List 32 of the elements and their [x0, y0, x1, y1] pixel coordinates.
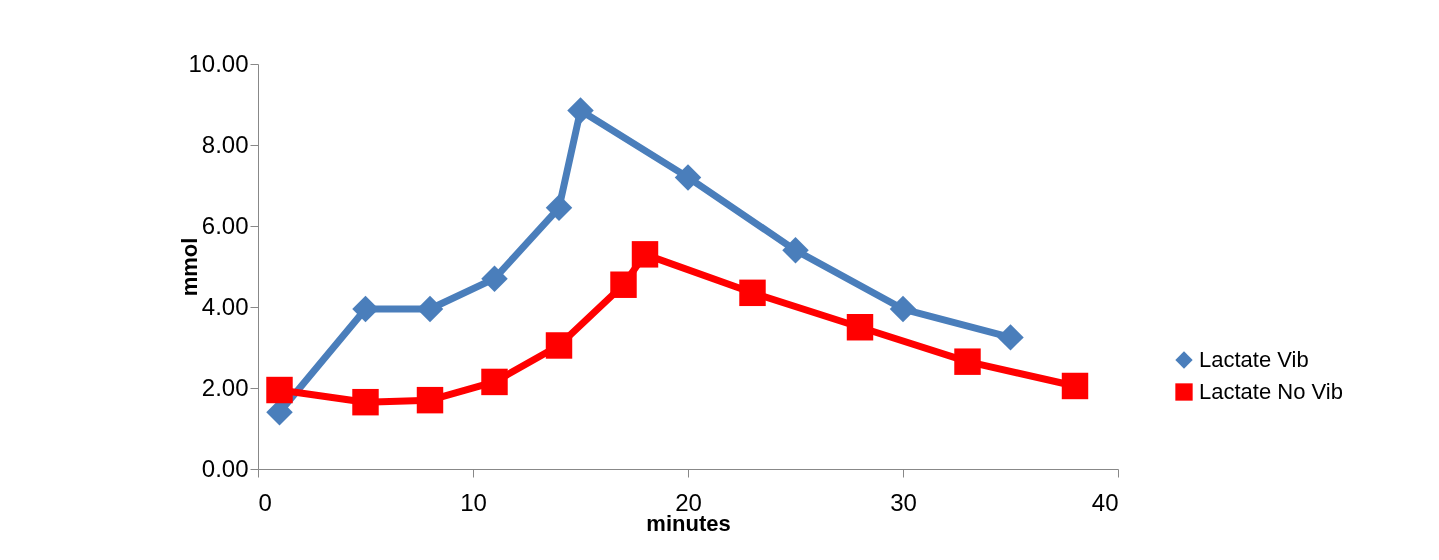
y-tick-label: 2.00 — [201, 373, 249, 401]
point — [416, 386, 444, 414]
point — [739, 279, 766, 307]
point — [954, 348, 981, 375]
point — [610, 271, 637, 298]
y-tick-label: 10.00 — [188, 49, 249, 77]
point — [481, 368, 508, 396]
point — [631, 241, 659, 268]
x-tick-label: 0 — [258, 488, 272, 516]
y-tick-label: 6.00 — [201, 211, 249, 239]
point — [1061, 372, 1089, 400]
point — [997, 324, 1024, 351]
point — [266, 376, 293, 404]
point — [352, 295, 379, 323]
point — [545, 194, 573, 221]
y-tick-label: 4.00 — [201, 292, 249, 320]
point — [352, 388, 379, 416]
point — [481, 265, 508, 292]
x-tick-label: 40 — [1091, 488, 1119, 516]
point — [782, 237, 809, 264]
x-tick-label: 30 — [890, 488, 917, 516]
point — [889, 295, 917, 323]
point — [567, 97, 594, 124]
y-tick-label: 8.00 — [201, 130, 249, 158]
y-tick-label: 0.00 — [201, 454, 249, 482]
y-axis-title: mmol — [177, 237, 203, 297]
point — [545, 332, 573, 359]
legend-label: Lactate No Vib — [1199, 379, 1343, 404]
legend-label: Lactate Vib — [1199, 347, 1309, 372]
point — [846, 314, 874, 341]
x-tick-label: 10 — [460, 488, 487, 516]
point — [674, 164, 702, 191]
